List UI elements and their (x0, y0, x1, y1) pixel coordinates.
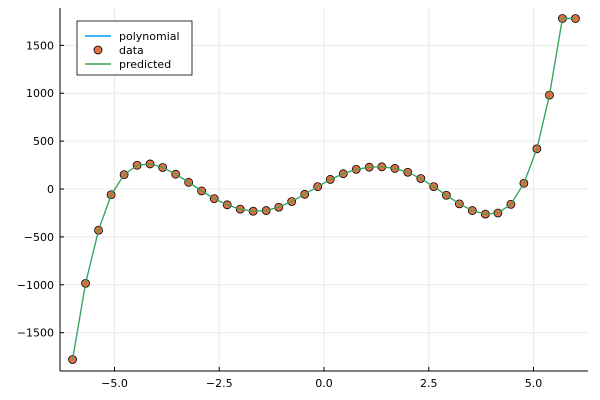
y-tick-label: −1000 (17, 279, 54, 292)
y-tick-label: −500 (24, 231, 54, 244)
y-tick-label: −1500 (17, 327, 54, 340)
x-tick-label: −5.0 (101, 377, 128, 390)
legend-label: data (119, 44, 144, 57)
x-tick-label: 2.5 (420, 377, 438, 390)
y-tick-labels: 1500 1000 500 0 −500 −1000 −1500 (17, 39, 54, 339)
y-tick-label: 1500 (26, 39, 54, 52)
x-tick-label: 0.0 (315, 377, 333, 390)
series-line-predicted (71, 17, 576, 360)
x-tick-label: 5.0 (525, 377, 543, 390)
y-tick-label: 1000 (26, 87, 54, 100)
axes (59, 8, 588, 372)
legend-marker-swatch (93, 45, 103, 55)
series-layer (68, 14, 580, 364)
legend-label: polynomial (119, 30, 180, 43)
plot-area (60, 8, 588, 371)
legend-label: predicted (119, 58, 171, 71)
x-tick-label: −2.5 (206, 377, 233, 390)
y-tick-label: 500 (33, 135, 54, 148)
grid-lines (60, 8, 588, 371)
series-predicted (71, 17, 576, 360)
x-tick-labels: −5.0 −2.5 0.0 2.5 5.0 (101, 377, 542, 390)
y-tick-label: 0 (47, 183, 54, 196)
